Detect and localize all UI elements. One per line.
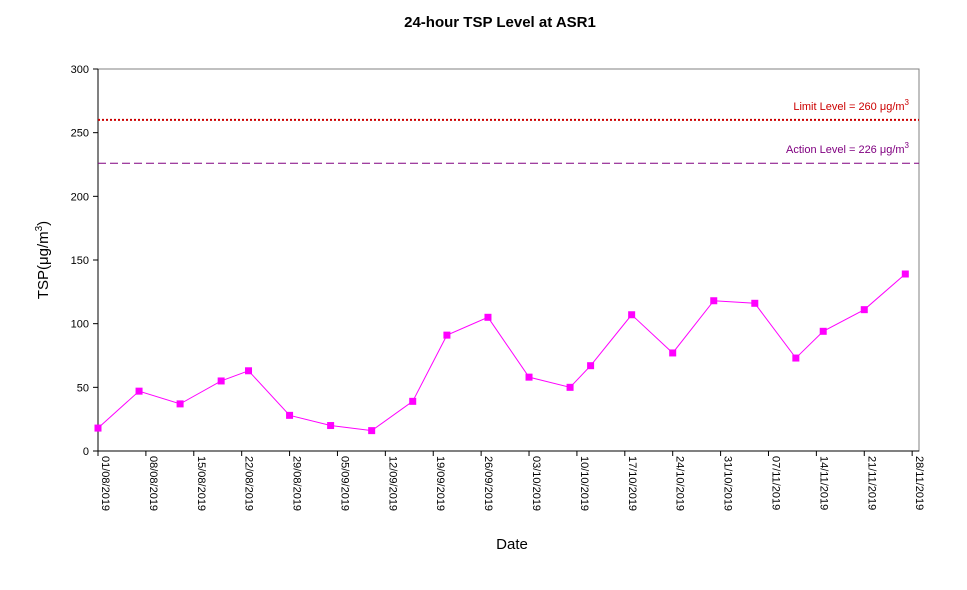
x-tick-label: 15/08/2019	[195, 456, 207, 511]
data-point	[669, 349, 677, 357]
x-tick-label: 12/09/2019	[386, 456, 398, 511]
data-point	[525, 373, 533, 381]
x-tick-label: 31/10/2019	[722, 456, 734, 511]
reference-label-part: 3	[905, 141, 910, 150]
y-axis-label-suffix: )	[35, 221, 52, 226]
x-tick-label: 07/11/2019	[769, 456, 781, 510]
x-tick-label: 10/10/2019	[578, 456, 590, 511]
x-tick-label: 17/10/2019	[626, 456, 638, 511]
x-tick-label: 26/09/2019	[482, 456, 494, 511]
x-tick-label: 19/09/2019	[434, 456, 446, 511]
x-axis-label: Date	[496, 536, 528, 553]
y-tick-label: 200	[71, 191, 89, 203]
x-tick-label: 28/11/2019	[913, 456, 925, 510]
data-point	[587, 362, 595, 370]
data-point	[368, 427, 376, 435]
y-tick-label: 250	[71, 128, 89, 140]
data-point	[176, 400, 184, 408]
y-axis-label-unit: μg/m	[35, 231, 52, 265]
action-level-label: Action Level = 226 μg/m3	[786, 141, 910, 156]
x-tick-label: 21/11/2019	[865, 456, 877, 510]
data-point	[409, 397, 417, 405]
data-point	[327, 422, 335, 430]
data-point	[751, 299, 759, 307]
plot-border	[97, 68, 920, 452]
reference-label-part: Limit Level = 260	[793, 101, 880, 113]
y-axis-label: TSP(μg/m3)	[34, 221, 52, 299]
reference-label-part: 3	[905, 98, 910, 107]
data-point	[94, 424, 102, 432]
x-tick-label: 14/11/2019	[817, 456, 829, 510]
data-point	[901, 270, 909, 278]
x-tick-label: 01/08/2019	[99, 456, 111, 511]
data-point	[245, 367, 253, 375]
y-axis-label-exponent: 3	[34, 225, 45, 231]
reference-label-part: μg/m	[880, 101, 905, 113]
x-tick-label: 05/09/2019	[338, 456, 350, 511]
series-line	[97, 273, 906, 432]
data-point	[286, 411, 294, 419]
x-tick-label: 24/10/2019	[674, 456, 686, 511]
chart-title: 24-hour TSP Level at ASR1	[404, 14, 596, 31]
data-point	[135, 387, 143, 395]
data-point	[628, 311, 636, 319]
limit-level-label: Limit Level = 260 μg/m3	[793, 98, 909, 113]
data-point	[792, 354, 800, 362]
reference-label-part: Action Level = 226	[786, 144, 880, 156]
y-axis-label-prefix: TSP(	[35, 265, 52, 299]
plot-area: 0 50 100 150 200 250 300 01/08/2019 08/08/2019 15…	[71, 64, 926, 511]
data-point	[860, 306, 868, 314]
data-point	[566, 383, 574, 391]
x-tick-label: 29/08/2019	[291, 456, 303, 511]
x-tick-label: 22/08/2019	[243, 456, 255, 511]
x-tick-label: 08/08/2019	[147, 456, 159, 511]
y-tick-label: 100	[71, 319, 89, 331]
data-point	[217, 377, 225, 385]
x-tick-label: 03/10/2019	[530, 456, 542, 511]
data-point	[819, 327, 827, 335]
y-tick-label: 0	[83, 446, 89, 458]
y-tick-label: 150	[71, 255, 89, 267]
data-point	[443, 331, 451, 339]
y-tick-label: 50	[77, 382, 89, 394]
data-point	[710, 297, 718, 305]
y-tick-label: 300	[71, 64, 89, 76]
reference-label-part: μg/m	[880, 144, 905, 156]
data-point	[484, 313, 492, 321]
